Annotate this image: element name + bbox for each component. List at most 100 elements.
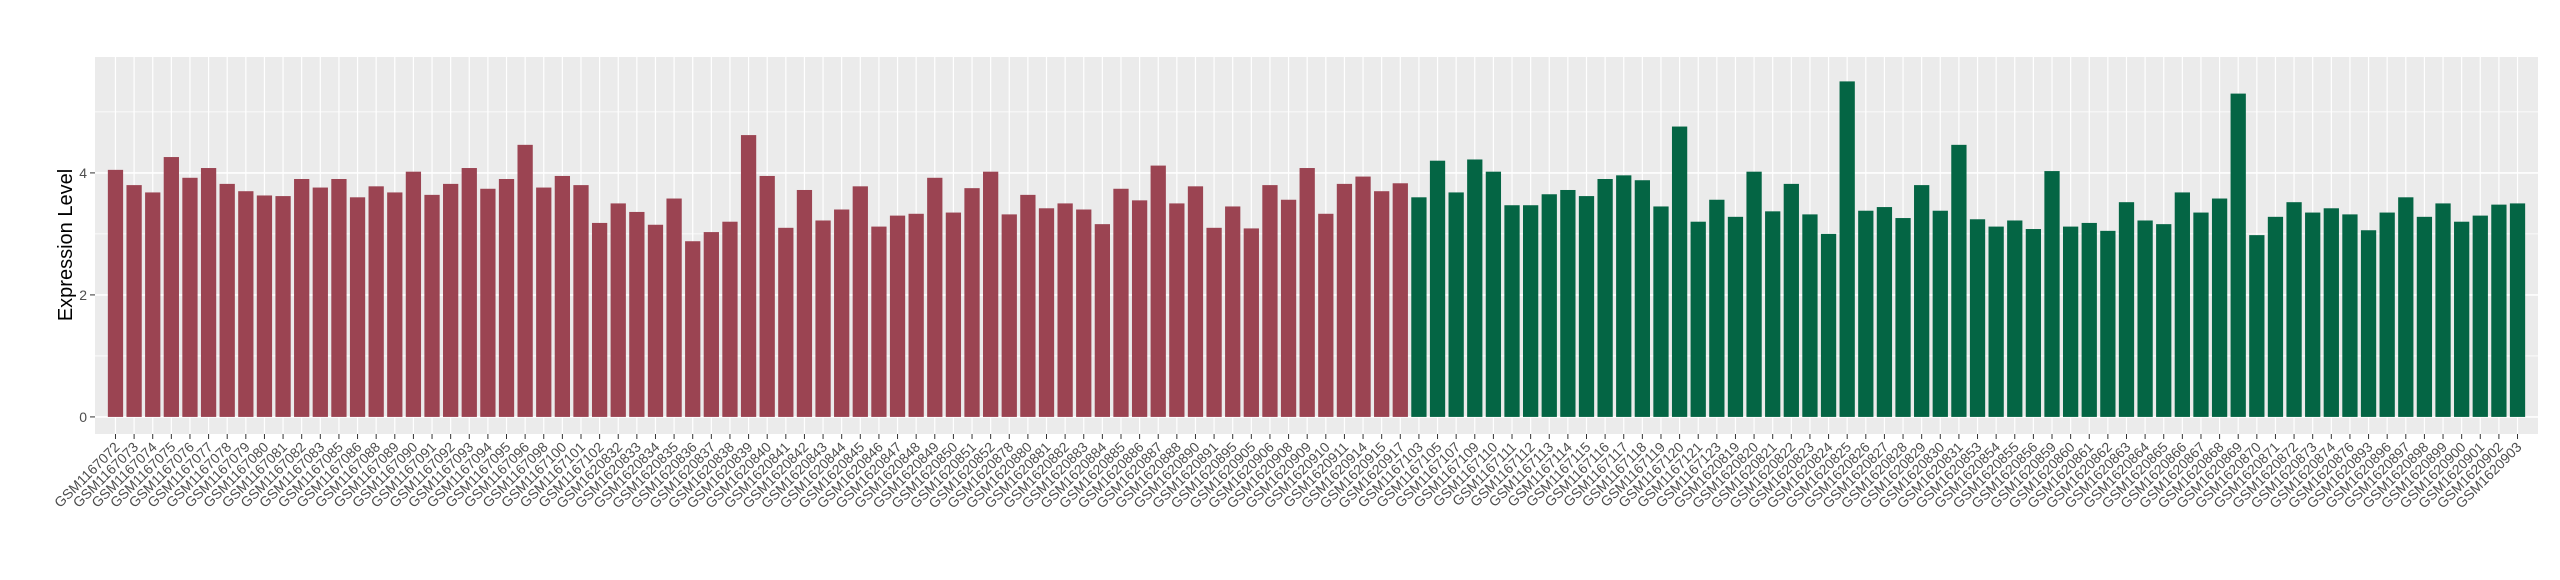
- bar-GSM1167093: [461, 168, 477, 417]
- bar-GSM1620905: [1243, 228, 1259, 417]
- bar-GSM1167083: [312, 187, 328, 417]
- bar-GSM1620844: [834, 209, 850, 417]
- bar-GSM1620834: [647, 224, 664, 417]
- bar-GSM1620843: [815, 220, 831, 417]
- bar-GSM1620868: [2211, 198, 2228, 417]
- bar-GSM1620838: [722, 221, 738, 417]
- bar-GSM1620860: [2062, 226, 2079, 417]
- bar-GSM1620908: [1280, 199, 1297, 417]
- bar-GSM1620845: [852, 186, 868, 417]
- bar-GSM1167100: [554, 175, 571, 417]
- bar-GSM1167107: [1448, 192, 1464, 417]
- y-tick-label: 2: [79, 287, 87, 303]
- bar-GSM1620882: [1057, 203, 1073, 417]
- bar-GSM1167102: [591, 222, 608, 417]
- bar-GSM1620837: [703, 232, 719, 417]
- bar-GSM1167079: [238, 191, 254, 417]
- bar-GSM1620841: [778, 227, 794, 417]
- bar-GSM1620848: [908, 213, 924, 417]
- bar-GSM1620846: [871, 226, 887, 417]
- bar-GSM1167076: [182, 177, 198, 417]
- bar-GSM1167088: [368, 186, 384, 417]
- bar-layer: [107, 81, 2526, 417]
- bar-GSM1620822: [1783, 183, 1799, 417]
- bar-GSM1620831: [1951, 144, 1967, 417]
- plot-panel: [95, 57, 2538, 434]
- bar-GSM1620830: [1932, 210, 1948, 417]
- bar-GSM1167080: [256, 195, 273, 417]
- bar-GSM1620869: [2230, 93, 2246, 417]
- bar-GSM1620897: [2398, 197, 2414, 417]
- bar-GSM1620895: [1225, 206, 1241, 417]
- bar-GSM1620853: [1969, 219, 1986, 417]
- bar-GSM1167110: [1485, 171, 1502, 417]
- bar-GSM1620881: [1038, 208, 1055, 417]
- bar-GSM1167078: [219, 183, 235, 417]
- bar-GSM1620861: [2081, 222, 2097, 417]
- bar-GSM1620827: [1876, 207, 1893, 417]
- bar-GSM1167095: [498, 179, 515, 417]
- bar-GSM1167075: [163, 157, 179, 417]
- bar-GSM1167105: [1429, 160, 1446, 417]
- bar-GSM1167072: [107, 169, 124, 417]
- bar-GSM1167098: [536, 187, 552, 417]
- bar-GSM1167091: [424, 194, 440, 417]
- bar-GSM1620906: [1262, 185, 1278, 417]
- bar-GSM1620902: [2491, 204, 2507, 417]
- bar-GSM1167077: [200, 168, 217, 417]
- x-axis: GSM1167072GSM1167073GSM1167074GSM1167075…: [51, 434, 2525, 511]
- bar-GSM1620859: [2044, 171, 2060, 417]
- bar-GSM1620832: [610, 203, 626, 417]
- bar-GSM1620884: [1094, 224, 1110, 417]
- bar-GSM1167092: [443, 183, 459, 417]
- bar-GSM1620915: [1374, 191, 1390, 417]
- bar-GSM1167121: [1690, 221, 1706, 417]
- bar-GSM1620903: [2509, 203, 2526, 417]
- bar-GSM1620917: [1392, 183, 1408, 417]
- bar-GSM1620852: [983, 171, 999, 417]
- bar-GSM1620888: [1169, 203, 1185, 417]
- bar-GSM1620823: [1802, 214, 1818, 417]
- bar-GSM1167086: [349, 197, 366, 417]
- bar-GSM1620825: [1839, 81, 1855, 417]
- bar-GSM1620865: [2156, 224, 2172, 417]
- bar-GSM1167123: [1709, 199, 1725, 417]
- bar-GSM1620826: [1858, 210, 1874, 417]
- bar-GSM1620896: [2379, 212, 2395, 417]
- bar-GSM1620878: [1001, 214, 1017, 417]
- bar-GSM1620855: [2007, 220, 2023, 417]
- bar-GSM1620874: [2323, 208, 2339, 417]
- bar-GSM1167081: [275, 196, 291, 417]
- bar-GSM1620911: [1336, 183, 1353, 417]
- bar-GSM1620890: [1187, 186, 1204, 417]
- bar-GSM1620847: [889, 215, 906, 417]
- bar-GSM1620864: [2137, 220, 2153, 417]
- bar-GSM1167109: [1467, 159, 1483, 417]
- bar-GSM1167089: [387, 192, 403, 417]
- bar-GSM1620828: [1895, 218, 1911, 417]
- bar-GSM1620863: [2118, 202, 2135, 417]
- bar-GSM1620893: [2360, 230, 2377, 417]
- y-axis: 0 2 4: [79, 165, 95, 425]
- bar-GSM1620839: [740, 135, 757, 417]
- bar-GSM1620862: [2100, 230, 2116, 417]
- bar-GSM1620835: [666, 198, 682, 417]
- bar-GSM1167112: [1523, 205, 1539, 417]
- bar-GSM1167116: [1597, 179, 1613, 417]
- bar-GSM1620914: [1355, 176, 1371, 417]
- y-tick-label: 4: [79, 165, 87, 181]
- bar-GSM1620901: [2472, 215, 2488, 417]
- bar-GSM1620840: [759, 175, 775, 417]
- bar-GSM1620867: [2193, 212, 2209, 417]
- bar-GSM1620876: [2342, 214, 2358, 417]
- bar-GSM1620899: [2435, 203, 2451, 417]
- bar-GSM1620898: [2416, 216, 2433, 417]
- bar-GSM1620871: [2267, 216, 2284, 417]
- bar-GSM1620883: [1076, 209, 1092, 417]
- bar-GSM1620836: [685, 241, 701, 417]
- bar-GSM1620873: [2305, 212, 2321, 417]
- bar-GSM1620900: [2454, 221, 2470, 417]
- bar-GSM1620833: [629, 211, 645, 417]
- bar-GSM1167119: [1653, 206, 1669, 417]
